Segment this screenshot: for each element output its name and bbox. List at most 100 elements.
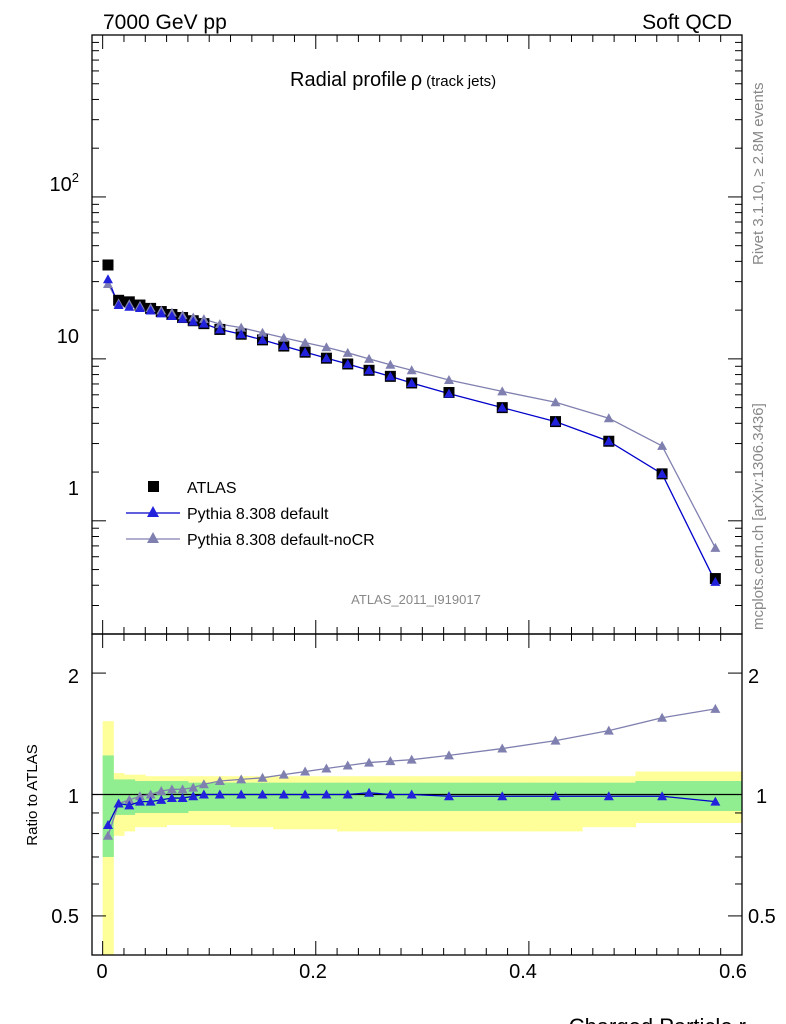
- ratio-point-pythia-default: [214, 789, 225, 799]
- ratio-point-pythia-default: [257, 789, 268, 799]
- pythia-default-point: [385, 371, 396, 381]
- ratio-point-pythia-nocr: [443, 750, 454, 760]
- ratio-point-pythia-nocr: [550, 735, 561, 745]
- ratio-point-pythia-default: [406, 789, 417, 799]
- axes-frame: [91, 34, 743, 956]
- pythia-default-point: [177, 313, 188, 323]
- ratio-point-pythia-nocr: [657, 712, 668, 722]
- pythia-nocr-point: [385, 359, 396, 369]
- pythia-default-point: [657, 468, 668, 478]
- title-symbol: ρ: [411, 69, 422, 91]
- pythia-nocr-point: [497, 386, 508, 396]
- pythia-nocr-point: [657, 440, 668, 450]
- ratio-point-pythia-default: [156, 794, 167, 804]
- pythia-nocr-point: [603, 413, 614, 423]
- ratio-point-pythia-default: [321, 789, 332, 799]
- ratio-y-axis-label: Ratio to ATLAS: [24, 744, 41, 845]
- ratio-point-pythia-nocr: [321, 763, 332, 773]
- ratio-point-pythia-default: [550, 791, 561, 801]
- y-tick-label-1: 1: [68, 478, 79, 500]
- pythia-default-point: [321, 353, 332, 363]
- ratio-point-pythia-nocr: [145, 789, 156, 799]
- ratio-point-pythia-nocr: [364, 757, 375, 767]
- ratio-point-pythia-nocr: [236, 774, 247, 784]
- pythia-default-point: [102, 274, 113, 284]
- ratio-point-pythia-default: [134, 796, 145, 806]
- ratio-point-pythia-default: [145, 796, 156, 806]
- ratio-point-pythia-default: [710, 796, 721, 806]
- ratio-point-pythia-default: [278, 789, 289, 799]
- main-y-tick-labels: 102 10 1: [50, 170, 79, 500]
- ratio-point-pythia-default: [198, 789, 209, 799]
- pythia-nocr-point: [406, 365, 417, 375]
- ratio-point-pythia-nocr: [177, 784, 188, 794]
- legend-pythia-nocr-label: Pythia 8.308 default-noCR: [187, 532, 375, 549]
- pythia-default-point: [443, 388, 454, 398]
- pythia-nocr-point: [550, 397, 561, 407]
- pythia-default-point: [257, 334, 268, 344]
- ratio-point-pythia-default: [124, 800, 135, 810]
- legend: ATLAS Pythia 8.308 default Pythia 8.308 …: [126, 480, 375, 549]
- ratio-point-pythia-nocr: [198, 779, 209, 789]
- stat-band-bin: [688, 781, 743, 812]
- ratio-y-tick-2-right: 2: [748, 666, 759, 688]
- ratio-point-pythia-nocr: [156, 786, 167, 796]
- ratio-y-tick-1-right: 1: [756, 786, 767, 808]
- title-main-text: Radial profile: [290, 69, 407, 91]
- stat-band-bin: [102, 755, 114, 857]
- pythia-default-point: [710, 576, 721, 586]
- ratio-point-pythia-nocr: [385, 756, 396, 766]
- ratio-y-tick-05-left: 0.5: [51, 906, 79, 928]
- y-tick-label-10: 10: [57, 326, 79, 348]
- pythia-nocr-point: [278, 332, 289, 342]
- main-series-layer: [102, 259, 721, 586]
- ratio-point-pythia-default: [342, 789, 353, 799]
- ratio-point-pythia-nocr: [214, 776, 225, 786]
- pythia-default-point: [406, 377, 417, 387]
- pythia-default-point: [113, 300, 124, 310]
- x-tick-labels: 0 0.2 0.4 0.6: [96, 961, 746, 983]
- atlas-data-point: [102, 259, 114, 271]
- ratio-point-pythia-nocr: [278, 769, 289, 779]
- ratio-point-pythia-default: [113, 798, 124, 808]
- ratio-point-pythia-nocr: [124, 794, 135, 804]
- ratio-point-pythia-default: [236, 789, 247, 799]
- ratio-point-pythia-default: [166, 793, 177, 803]
- ratio-point-pythia-nocr: [166, 784, 177, 794]
- ratio-point-pythia-nocr: [257, 772, 268, 782]
- ratio-point-pythia-default: [177, 793, 188, 803]
- pythia-default-point: [342, 358, 353, 368]
- analysis-id-label: ATLAS_2011_I919017: [351, 592, 481, 607]
- main-plot-title: Radial profile ρ (track jets): [290, 69, 496, 91]
- pythia-default-point: [364, 365, 375, 375]
- pythia-nocr-point: [257, 327, 268, 337]
- x-tick-label-02: 0.2: [299, 961, 327, 983]
- ratio-point-pythia-default: [443, 791, 454, 801]
- pythia-default-point: [124, 301, 135, 311]
- ratio-point-pythia-default: [364, 787, 375, 797]
- pythia-nocr-point: [342, 347, 353, 357]
- ratio-point-pythia-default: [497, 791, 508, 801]
- ratio-uncertainty-bands: [102, 721, 743, 955]
- legend-pythia-nocr-marker: [147, 532, 159, 543]
- pythia-default-point: [166, 310, 177, 320]
- stat-band-bin: [358, 782, 381, 812]
- pythia-nocr-point: [214, 319, 225, 329]
- ratio-point-pythia-default: [300, 789, 311, 799]
- pythia-default-point: [497, 402, 508, 412]
- ratio-point-pythia-nocr: [497, 743, 508, 753]
- pythia-nocr-point: [198, 314, 209, 324]
- ratio-point-pythia-nocr: [102, 830, 113, 840]
- ratio-point-pythia-nocr: [188, 782, 199, 792]
- x-tick-label-0: 0: [96, 961, 107, 983]
- ratio-series-layer: [102, 703, 721, 840]
- legend-pythia-default-marker: [147, 506, 159, 517]
- pythia-default-point: [550, 416, 561, 426]
- header-left-title: 7000 GeV pp: [103, 11, 227, 34]
- ratio-y-tick-labels-left: 2 1 0.5: [51, 666, 79, 928]
- ratio-point-pythia-nocr: [406, 754, 417, 764]
- ratio-y-tick-labels-right: 2 1 0.5: [748, 666, 776, 928]
- pythia-nocr-point: [236, 322, 247, 332]
- pythia-nocr-point: [321, 342, 332, 352]
